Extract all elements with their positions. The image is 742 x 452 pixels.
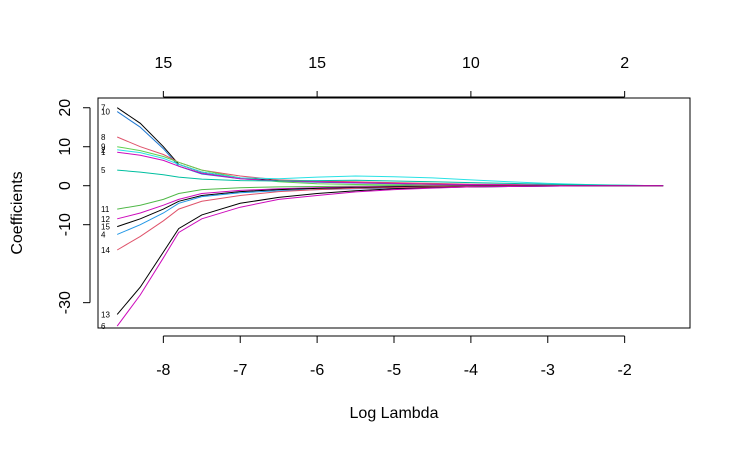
series-label-7: 7 (101, 104, 106, 113)
series-label-8: 8 (101, 133, 106, 142)
y-tick-label: 20 (57, 99, 74, 117)
series-label-14: 14 (101, 246, 110, 255)
top-tick-label: 15 (308, 55, 326, 72)
top-tick-label: 15 (154, 55, 172, 72)
x-tick-label: -4 (464, 362, 478, 379)
series-label-15: 15 (101, 223, 110, 232)
y-axis: 20 10 0 -10 -30 (57, 99, 91, 314)
y-axis-title: Coefficients (9, 171, 26, 254)
series-line-5 (117, 169, 664, 187)
y-tick-label: -10 (57, 213, 74, 236)
series-line-9 (117, 146, 664, 187)
x-axis-title: Log Lambda (350, 405, 439, 422)
series-label-1: 1 (101, 148, 106, 157)
y-tick-label: -30 (57, 291, 74, 314)
top-axis: 15 15 10 2 (154, 55, 629, 98)
series-label-9: 9 (101, 143, 106, 152)
series-layer (116, 107, 664, 327)
series-label-5: 5 (101, 166, 106, 175)
y-tick-label: 10 (57, 138, 74, 156)
series-label-4: 4 (101, 230, 106, 239)
series-line-6 (116, 185, 664, 327)
series-line-13 (116, 185, 664, 315)
y-tick-label: 0 (57, 181, 74, 190)
x-tick-label: -8 (156, 362, 170, 379)
series-label-12: 12 (101, 215, 110, 224)
series-line-14 (116, 185, 664, 251)
series-label-13: 13 (101, 310, 110, 319)
series-label-6: 6 (101, 322, 106, 331)
series-label-11: 11 (101, 205, 110, 214)
series-line-7 (116, 107, 664, 187)
series-line-10 (116, 111, 664, 187)
x-tick-label: -7 (233, 362, 247, 379)
series-line-4 (117, 185, 664, 235)
top-tick-label: 10 (462, 55, 480, 72)
x-tick-label: -2 (618, 362, 632, 379)
x-tick-label: -6 (310, 362, 324, 379)
x-tick-label: -3 (541, 362, 555, 379)
plot-frame (97, 97, 691, 329)
series-line-2 (117, 149, 664, 187)
x-axis: -8 -7 -6 -5 -4 -3 -2 (156, 335, 632, 379)
series-label-10: 10 (101, 108, 110, 117)
top-tick-label: 2 (620, 55, 629, 72)
x-tick-label: -5 (387, 362, 401, 379)
series-label-2: 2 (101, 146, 106, 155)
